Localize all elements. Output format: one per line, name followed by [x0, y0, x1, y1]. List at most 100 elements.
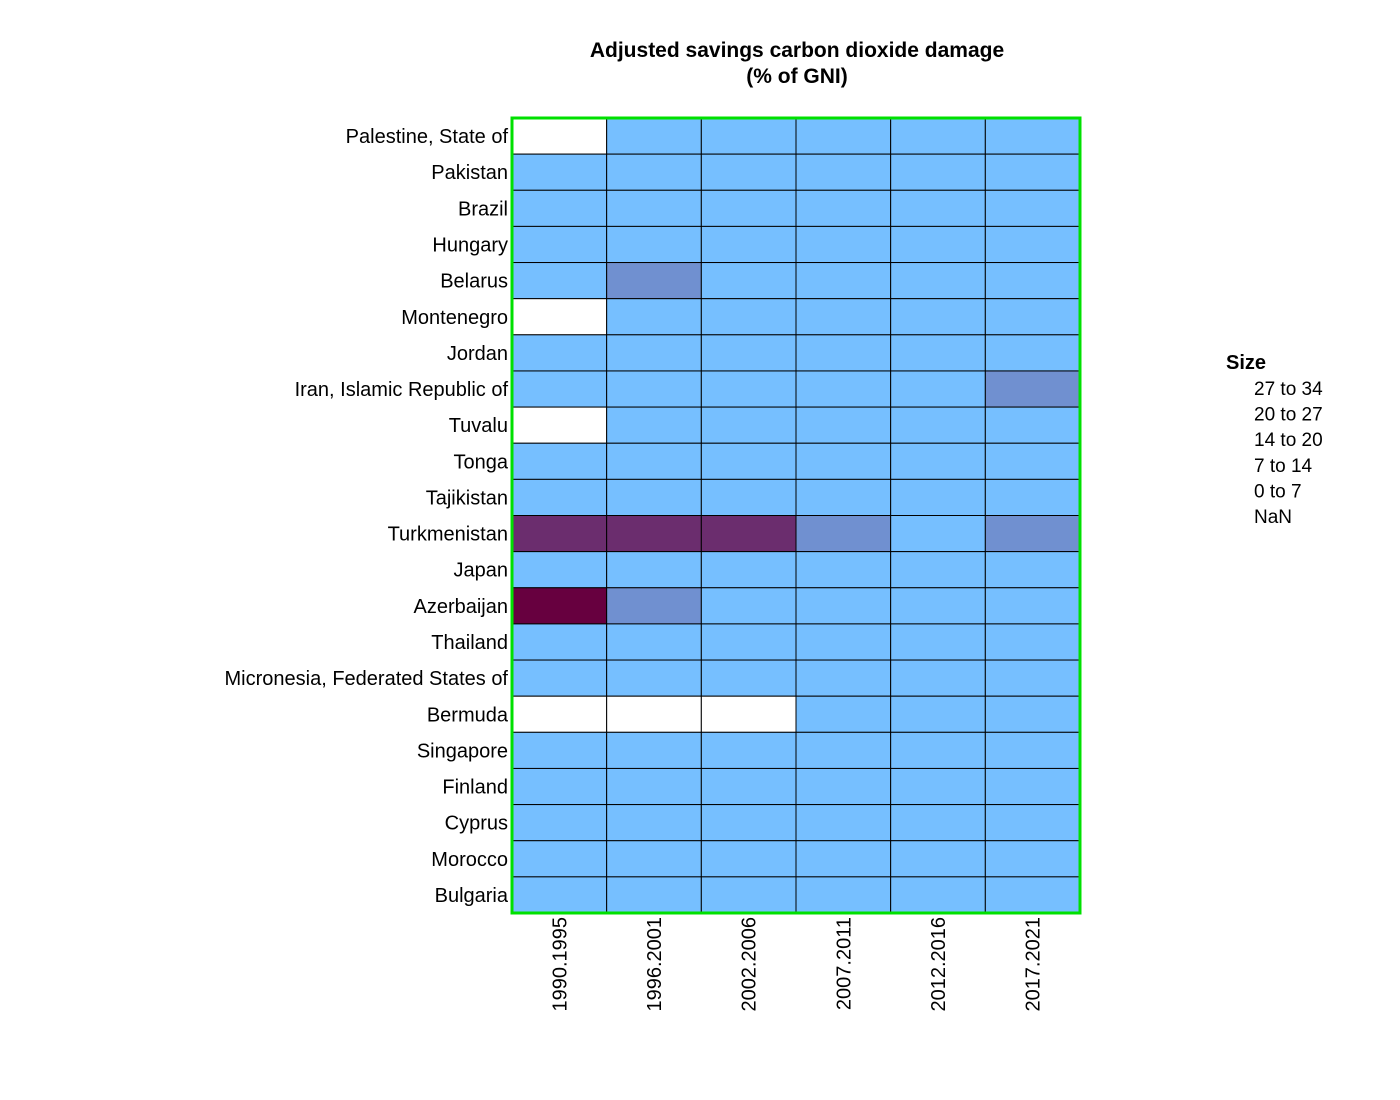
heatmap-cell — [700, 478, 797, 517]
heatmap-cell — [606, 623, 702, 661]
heatmap-cell — [890, 804, 986, 842]
heatmap-cell — [984, 225, 1081, 264]
heatmap-cell — [795, 767, 892, 806]
heatmap-cell — [890, 189, 986, 227]
heatmap-cell — [795, 659, 892, 697]
heatmap-cell — [511, 117, 608, 155]
heatmap-cell — [700, 334, 797, 372]
heatmap-cell — [606, 695, 702, 733]
column-label: 1990.1995 — [549, 917, 571, 1012]
heatmap-cell — [700, 262, 797, 300]
heatmap-cell — [606, 478, 702, 517]
heatmap-cell — [700, 117, 797, 155]
heatmap-cell — [606, 370, 702, 408]
heatmap-cell — [511, 840, 608, 878]
heatmap-cell — [606, 659, 702, 697]
row-label: Montenegro — [401, 307, 508, 329]
heatmap-cell — [511, 406, 608, 444]
heatmap-cell — [795, 370, 892, 408]
heatmap-cell — [890, 225, 986, 264]
row-label: Thailand — [431, 632, 508, 654]
heatmap-cell — [511, 731, 608, 769]
legend-item-label: 27 to 34 — [1254, 379, 1323, 400]
heatmap-cell — [890, 262, 986, 300]
heatmap-cell — [606, 587, 702, 625]
heatmap-cell — [606, 117, 702, 155]
heatmap-cell — [795, 189, 892, 227]
heatmap-cell — [606, 515, 702, 553]
heatmap-cell — [700, 767, 797, 806]
heatmap-cell — [984, 406, 1081, 444]
heatmap-cell — [700, 551, 797, 589]
plot-frame — [510, 116, 1082, 915]
heatmap-cell — [795, 840, 892, 878]
row-label: Jordan — [447, 343, 508, 365]
heatmap-cell — [606, 442, 702, 480]
heatmap-cells — [511, 117, 1081, 914]
legend-title: Size — [1226, 352, 1266, 374]
column-label: 1996.2001 — [644, 917, 666, 1012]
row-label: Finland — [442, 777, 508, 799]
heatmap-cell — [700, 406, 797, 444]
heatmap-cell — [984, 298, 1081, 336]
heatmap-cell — [890, 478, 986, 517]
heatmap-cell — [700, 695, 797, 733]
heatmap-cell — [606, 298, 702, 336]
heatmap-cell — [606, 731, 702, 769]
heatmap-cell — [890, 298, 986, 336]
heatmap-cell — [511, 262, 608, 300]
row-label: Singapore — [417, 740, 508, 762]
heatmap-cell — [890, 767, 986, 806]
row-label: Bermuda — [427, 704, 509, 726]
heatmap-cell — [606, 153, 702, 191]
heatmap-cell — [984, 370, 1081, 408]
heatmap-cell — [700, 225, 797, 264]
heatmap-cell — [606, 840, 702, 878]
legend-item-label: 7 to 14 — [1254, 456, 1313, 477]
heatmap-cell — [984, 551, 1081, 589]
heatmap-cell — [984, 478, 1081, 517]
heatmap-cell — [890, 840, 986, 878]
heatmap-cell — [984, 153, 1081, 191]
heatmap-cell — [795, 117, 892, 155]
heatmap-cell — [795, 262, 892, 300]
row-label: Brazil — [458, 198, 508, 220]
row-label: Bulgaria — [435, 885, 509, 907]
heatmap-cell — [984, 587, 1081, 625]
heatmap-cell — [606, 767, 702, 806]
column-label: 2017.2021 — [1023, 917, 1045, 1012]
row-label: Japan — [454, 560, 509, 582]
heatmap-cell — [511, 298, 608, 336]
chart-title: Adjusted savings carbon dioxide damage — [590, 39, 1004, 62]
column-label: 2007.2011 — [833, 917, 855, 1010]
row-label: Morocco — [431, 849, 508, 871]
heatmap-cell — [890, 334, 986, 372]
heatmap-cell — [511, 153, 608, 191]
heatmap-cell — [890, 406, 986, 444]
heatmap-cell — [984, 731, 1081, 769]
heatmap-cell — [984, 804, 1081, 842]
heatmap-cell — [795, 731, 892, 769]
heatmap-cell — [984, 262, 1081, 300]
heatmap-cell — [606, 551, 702, 589]
heatmap-cell — [795, 334, 892, 372]
heatmap-cell — [511, 189, 608, 227]
heatmap-cell — [890, 876, 986, 914]
heatmap-cell — [511, 551, 608, 589]
column-label: 2012.2016 — [928, 917, 950, 1012]
heatmap-cell — [984, 189, 1081, 227]
heatmap-cell — [795, 153, 892, 191]
heatmap-cell — [795, 298, 892, 336]
heatmap-cell — [700, 189, 797, 227]
heatmap-cell — [795, 225, 892, 264]
heatmap-cell — [795, 695, 892, 733]
heatmap-cell — [795, 876, 892, 914]
heatmap-cell — [606, 876, 702, 914]
heatmap-cell — [606, 225, 702, 264]
heatmap-cell — [511, 876, 608, 914]
legend-item-label: 14 to 20 — [1254, 430, 1323, 451]
heatmap-cell — [511, 515, 608, 553]
column-label: 2002.2006 — [739, 917, 761, 1012]
